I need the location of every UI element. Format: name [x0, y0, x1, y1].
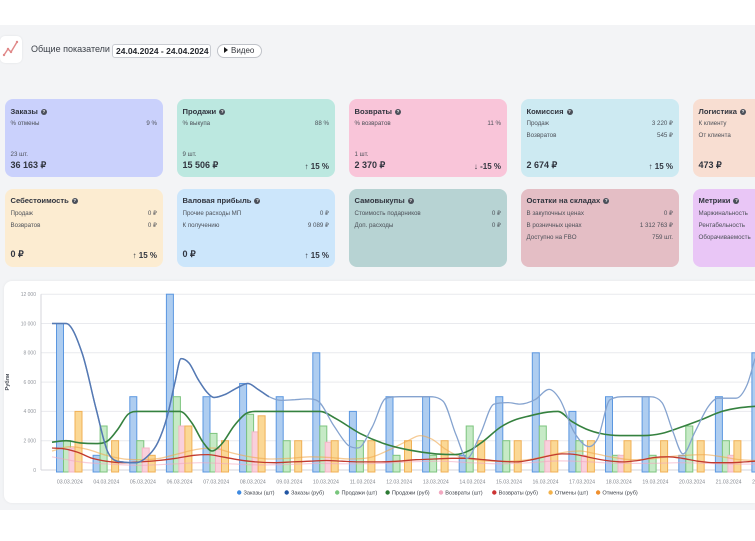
- svg-text:Отмены (руб): Отмены (руб): [602, 490, 638, 496]
- svg-text:21.03.2024: 21.03.2024: [716, 480, 742, 486]
- svg-text:18.03.2024: 18.03.2024: [606, 480, 632, 486]
- svg-text:8 000: 8 000: [23, 351, 36, 357]
- svg-text:08.03.2024: 08.03.2024: [240, 480, 266, 486]
- svg-text:13.03.2024: 13.03.2024: [423, 480, 449, 486]
- svg-text:Возвраты (шт): Возвраты (шт): [445, 490, 482, 496]
- svg-text:19.03.2024: 19.03.2024: [642, 480, 668, 486]
- svg-text:04.03.2024: 04.03.2024: [93, 480, 119, 486]
- svg-text:22.03.2024: 22.03.2024: [752, 480, 755, 486]
- svg-text:03.03.2024: 03.03.2024: [57, 480, 83, 486]
- svg-text:16.03.2024: 16.03.2024: [533, 480, 559, 486]
- svg-text:05.03.2024: 05.03.2024: [130, 480, 156, 486]
- svg-text:11.03.2024: 11.03.2024: [350, 480, 376, 486]
- svg-text:06.03.2024: 06.03.2024: [167, 480, 193, 486]
- svg-text:Отмены (шт): Отмены (шт): [555, 490, 588, 496]
- svg-text:Продажи (руб): Продажи (руб): [392, 490, 430, 496]
- svg-text:15.03.2024: 15.03.2024: [496, 480, 522, 486]
- svg-text:10 000: 10 000: [21, 321, 37, 327]
- svg-text:17.03.2024: 17.03.2024: [569, 480, 595, 486]
- svg-text:6 000: 6 000: [23, 380, 36, 386]
- svg-text:20.03.2024: 20.03.2024: [679, 480, 705, 486]
- svg-text:07.03.2024: 07.03.2024: [203, 480, 229, 486]
- svg-text:Рубли: Рубли: [4, 374, 11, 391]
- svg-text:12.03.2024: 12.03.2024: [386, 480, 412, 486]
- svg-text:2 000: 2 000: [23, 439, 36, 445]
- svg-text:12 000: 12 000: [21, 292, 37, 298]
- svg-text:Продажи (шт): Продажи (шт): [342, 490, 378, 496]
- svg-text:0: 0: [33, 468, 36, 474]
- svg-text:10.03.2024: 10.03.2024: [313, 480, 339, 486]
- svg-text:Возвраты (руб): Возвраты (руб): [499, 490, 539, 496]
- svg-text:14.03.2024: 14.03.2024: [459, 480, 485, 486]
- svg-text:09.03.2024: 09.03.2024: [276, 480, 302, 486]
- svg-text:4 000: 4 000: [23, 409, 36, 415]
- svg-text:Заказы (шт): Заказы (шт): [244, 490, 275, 496]
- svg-text:Заказы (руб): Заказы (руб): [291, 490, 324, 496]
